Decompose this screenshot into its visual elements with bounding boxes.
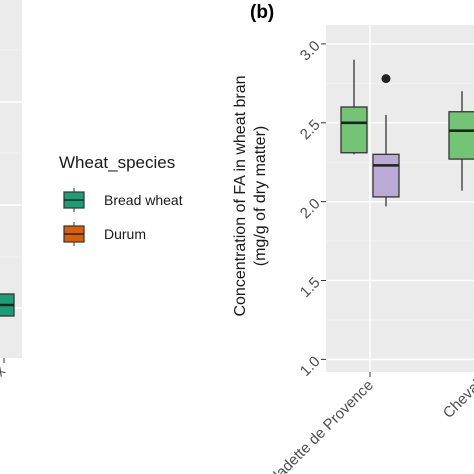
boxplot-cheval-a (448, 91, 474, 191)
panel-a-x-tick-label: Bordeaux (0, 362, 9, 420)
legend-label-bread-wheat: Bread wheat (104, 192, 183, 208)
outlier-point (381, 74, 391, 84)
y-axis-title-line1: Concentration of FA in wheat bran (232, 75, 249, 316)
panel-a-plot-area (0, 0, 22, 358)
legend-label-durum: Durum (104, 226, 146, 242)
box-iqr (340, 106, 368, 154)
legend: Wheat_species Bread wheat Durum (59, 153, 183, 246)
panel-b-y-axis-title: Concentration of FA in wheat bran (mg/g … (232, 75, 269, 316)
box-iqr (372, 153, 400, 198)
y-axis-tick-label: 1.5 (297, 274, 324, 301)
panel-b-plot-area (326, 25, 474, 372)
panel-b-boxes (340, 59, 474, 207)
boxplot-bladette-de-provence-b (372, 74, 400, 207)
boxplot-bladette-de-provence-a (340, 59, 368, 155)
x-axis-tick-label: Cheval (440, 377, 474, 422)
panel-b-x-axis: Bladette de Provence Cheval (263, 372, 474, 474)
legend-key-bread-wheat (63, 188, 85, 212)
legend-key-durum (63, 222, 85, 246)
y-axis-title-line2: (mg/g of dry matter) (252, 126, 269, 266)
panel-b-y-axis: 1.0 1.5 2.0 2.5 3.0 (297, 38, 326, 380)
y-axis-tick-label: 2.5 (297, 116, 324, 143)
legend-title: Wheat_species (59, 153, 175, 172)
panel-a: Bordeaux (0, 0, 22, 420)
y-axis-tick-label: 2.0 (297, 195, 324, 222)
box-iqr (448, 111, 474, 160)
y-axis-tick-label: 1.0 (297, 353, 324, 380)
x-axis-tick-label: Bladette de Provence (263, 377, 376, 474)
panel-b: 1.0 1.5 2.0 2.5 3.0 Bladette de Provence Chev… (263, 25, 474, 474)
y-axis-tick-label: 3.0 (297, 38, 324, 65)
panel-b-label: (b) (250, 2, 274, 23)
